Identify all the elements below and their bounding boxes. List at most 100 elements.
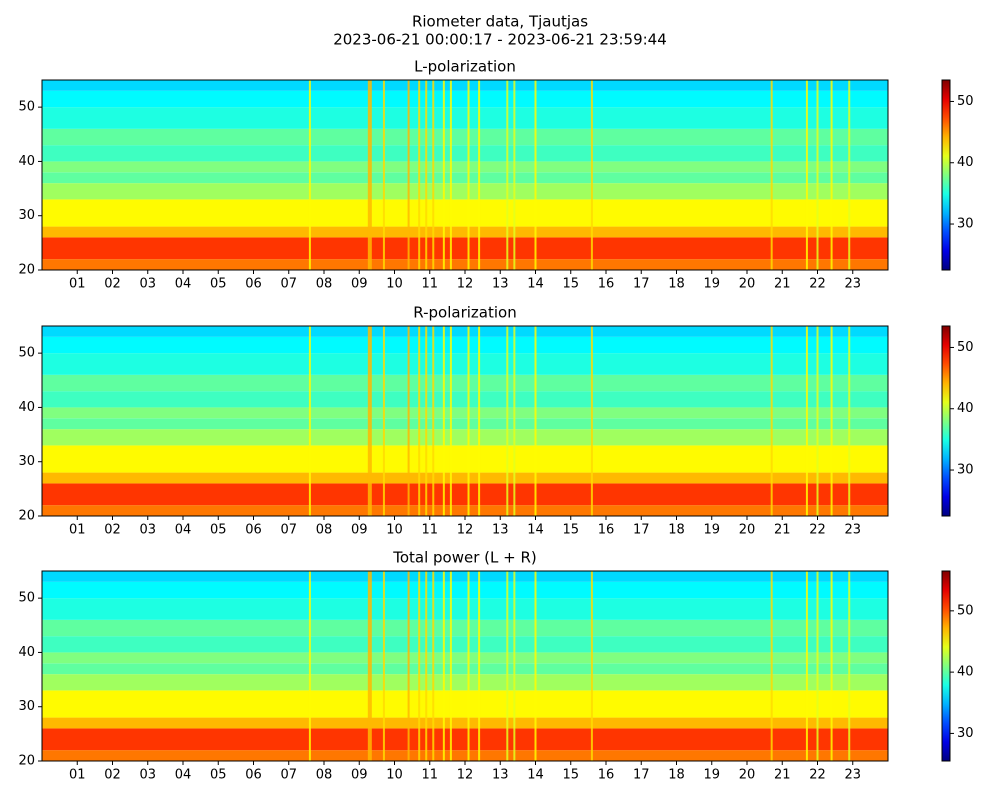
x-tick-label: 21	[774, 768, 791, 783]
x-tick-label: 15	[562, 523, 579, 538]
event-stripe	[478, 80, 481, 270]
heat-band	[42, 326, 888, 337]
heat-band	[42, 581, 888, 599]
y-tick-label: 30	[18, 699, 35, 714]
x-tick-label: 17	[633, 277, 650, 292]
y-tick-label: 20	[18, 754, 35, 769]
event-stripe	[442, 326, 445, 516]
x-tick-label: 04	[175, 768, 192, 783]
event-stripe	[513, 80, 516, 270]
panel-title: L-polarization	[414, 58, 516, 76]
event-stripe	[367, 571, 372, 761]
event-stripe	[442, 571, 445, 761]
event-stripe	[425, 326, 428, 516]
heat-band	[42, 374, 888, 392]
heat-band	[42, 636, 888, 653]
x-tick-label: 09	[351, 768, 368, 783]
event-stripe	[442, 80, 445, 270]
x-tick-label: 22	[809, 523, 826, 538]
x-tick-label: 14	[527, 768, 544, 783]
event-stripe	[816, 326, 819, 516]
colorbar-tick-label: 50	[957, 340, 974, 355]
heat-band	[42, 619, 888, 637]
event-stripe	[432, 571, 435, 761]
event-stripe	[506, 326, 509, 516]
x-tick-label: 06	[245, 523, 262, 538]
x-tick-label: 16	[598, 523, 615, 538]
event-stripe	[449, 571, 452, 761]
event-stripe	[382, 326, 385, 516]
x-tick-label: 21	[774, 277, 791, 292]
colorbar-tick-label: 30	[957, 217, 974, 232]
x-tick-label: 20	[739, 523, 756, 538]
event-stripe	[418, 571, 421, 761]
event-stripe	[830, 80, 833, 270]
heat-band	[42, 717, 888, 729]
heat-band	[42, 571, 888, 582]
x-tick-label: 16	[598, 277, 615, 292]
x-tick-label: 03	[139, 768, 156, 783]
x-tick-label: 13	[492, 768, 509, 783]
x-tick-label: 14	[527, 523, 544, 538]
heat-band	[42, 407, 888, 419]
x-tick-label: 08	[316, 523, 333, 538]
y-tick-label: 40	[18, 645, 35, 660]
heat-band	[42, 161, 888, 173]
x-tick-label: 12	[457, 523, 474, 538]
heat-band	[42, 145, 888, 162]
heat-band	[42, 90, 888, 108]
event-stripe	[367, 326, 372, 516]
event-stripe	[432, 326, 435, 516]
x-tick-label: 12	[457, 768, 474, 783]
x-tick-label: 19	[703, 768, 720, 783]
x-tick-label: 17	[633, 768, 650, 783]
heat-band	[42, 226, 888, 238]
x-tick-label: 09	[351, 523, 368, 538]
event-stripe	[467, 80, 470, 270]
x-tick-label: 01	[69, 277, 86, 292]
x-tick-label: 05	[210, 523, 227, 538]
event-stripe	[816, 571, 819, 761]
x-tick-label: 20	[739, 277, 756, 292]
event-stripe	[770, 80, 773, 270]
event-stripe	[308, 571, 311, 761]
heat-band	[42, 353, 888, 375]
event-stripe	[308, 326, 311, 516]
y-tick-label: 30	[18, 208, 35, 223]
event-stripe	[805, 80, 808, 270]
event-stripe	[407, 571, 410, 761]
heat-band	[42, 690, 888, 718]
x-tick-label: 16	[598, 768, 615, 783]
event-stripe	[848, 80, 851, 270]
heat-band	[42, 505, 888, 516]
x-tick-label: 19	[703, 277, 720, 292]
event-stripe	[467, 326, 470, 516]
x-tick-label: 10	[386, 768, 403, 783]
event-stripe	[449, 326, 452, 516]
event-stripe	[830, 571, 833, 761]
x-tick-label: 18	[668, 277, 685, 292]
event-stripe	[506, 80, 509, 270]
x-tick-label: 22	[809, 768, 826, 783]
event-stripe	[805, 571, 808, 761]
x-tick-label: 01	[69, 523, 86, 538]
heat-band	[42, 728, 888, 751]
x-tick-label: 06	[245, 277, 262, 292]
x-tick-label: 12	[457, 277, 474, 292]
x-tick-label: 02	[104, 768, 121, 783]
x-tick-label: 08	[316, 768, 333, 783]
y-tick-label: 20	[18, 263, 35, 278]
panel-title: R-polarization	[413, 304, 516, 322]
event-stripe	[830, 326, 833, 516]
heat-band	[42, 483, 888, 506]
colorbar-tick-label: 50	[957, 94, 974, 109]
x-tick-label: 18	[668, 768, 685, 783]
event-stripe	[590, 326, 593, 516]
panel-title: Total power (L + R)	[392, 549, 537, 567]
x-tick-label: 23	[844, 277, 861, 292]
x-tick-label: 09	[351, 277, 368, 292]
heat-band	[42, 652, 888, 664]
x-tick-label: 07	[280, 277, 297, 292]
event-stripe	[770, 326, 773, 516]
event-stripe	[382, 571, 385, 761]
